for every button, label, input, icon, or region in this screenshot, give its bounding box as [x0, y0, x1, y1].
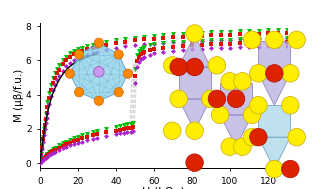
- Circle shape: [249, 65, 267, 82]
- Circle shape: [114, 88, 123, 97]
- Circle shape: [75, 88, 84, 97]
- Circle shape: [281, 96, 299, 114]
- Circle shape: [281, 160, 299, 178]
- Circle shape: [170, 90, 187, 108]
- Polygon shape: [258, 41, 290, 73]
- Polygon shape: [258, 73, 290, 105]
- Circle shape: [243, 31, 261, 49]
- X-axis label: H (kOe): H (kOe): [142, 187, 185, 189]
- Circle shape: [123, 69, 132, 78]
- Circle shape: [221, 73, 239, 90]
- Circle shape: [170, 58, 187, 76]
- Polygon shape: [179, 35, 211, 67]
- Circle shape: [243, 128, 261, 146]
- Polygon shape: [220, 115, 252, 147]
- Circle shape: [94, 96, 104, 105]
- Circle shape: [208, 90, 226, 108]
- Circle shape: [281, 65, 299, 82]
- Circle shape: [94, 38, 104, 47]
- Polygon shape: [179, 67, 211, 99]
- Circle shape: [227, 90, 245, 108]
- Circle shape: [249, 96, 267, 114]
- Polygon shape: [70, 43, 128, 101]
- Circle shape: [65, 69, 75, 78]
- Circle shape: [234, 73, 251, 90]
- Circle shape: [288, 128, 305, 146]
- Circle shape: [94, 67, 104, 77]
- Circle shape: [208, 57, 226, 74]
- Polygon shape: [179, 99, 211, 131]
- Circle shape: [265, 31, 283, 49]
- Circle shape: [186, 154, 204, 171]
- Circle shape: [265, 160, 283, 178]
- Circle shape: [186, 58, 204, 76]
- Circle shape: [186, 122, 204, 139]
- Polygon shape: [258, 137, 290, 169]
- Circle shape: [234, 138, 251, 156]
- Polygon shape: [220, 83, 252, 115]
- Polygon shape: [258, 105, 290, 137]
- Circle shape: [265, 65, 283, 82]
- Circle shape: [221, 138, 239, 156]
- Circle shape: [202, 90, 219, 108]
- Circle shape: [186, 25, 204, 42]
- Circle shape: [163, 57, 181, 74]
- Circle shape: [75, 50, 84, 59]
- Circle shape: [249, 128, 267, 146]
- Circle shape: [114, 50, 123, 59]
- Circle shape: [288, 31, 305, 49]
- Circle shape: [243, 106, 261, 124]
- Circle shape: [163, 122, 181, 139]
- Y-axis label: M (μβ/f.u.): M (μβ/f.u.): [14, 69, 24, 122]
- Circle shape: [211, 106, 229, 124]
